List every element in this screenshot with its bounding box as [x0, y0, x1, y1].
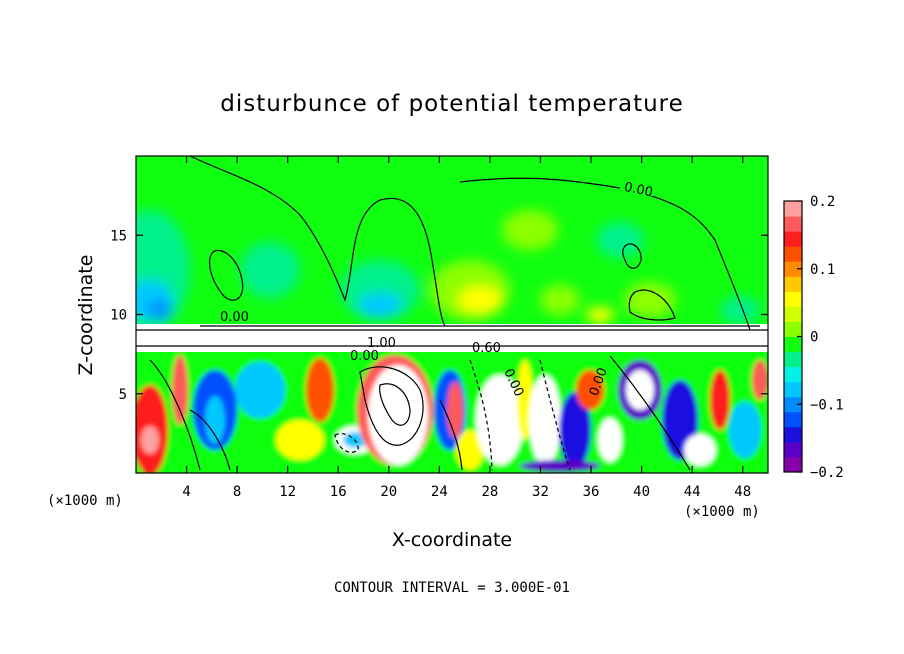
x-tick-label: 40	[633, 484, 650, 500]
y-tick-label: 5	[119, 387, 127, 403]
x-axis-unit-left: (×1000 m)	[47, 493, 123, 509]
x-axis-label: X-coordinate	[392, 529, 512, 551]
colorbar-swatch	[784, 201, 802, 217]
y-axis-ticks: 5 10 15	[110, 228, 768, 403]
x-axis-ticks: 4 8 12 16 20 24 28 32 36 40 44 48	[182, 156, 751, 500]
x-tick-label: 20	[380, 484, 397, 500]
colorbar-swatch	[784, 276, 802, 292]
x-tick-label: 44	[684, 484, 701, 500]
contour-label: 0.60	[472, 341, 501, 356]
colorbar-swatch	[784, 306, 802, 322]
contour-label: 1.00	[367, 336, 396, 351]
colorbar-swatch	[784, 426, 802, 443]
contour-interval-note: CONTOUR INTERVAL = 3.000E-01	[334, 580, 570, 596]
colorbar-swatch	[784, 291, 802, 307]
colorbar-tick-label: 0.2	[810, 194, 835, 210]
colorbar-swatch	[784, 381, 802, 398]
colorbar-ticks: 0.2 0.1 0 −0.1 −0.2	[797, 194, 844, 481]
x-tick-label: 36	[583, 484, 600, 500]
colorbar-swatch	[784, 366, 802, 383]
x-tick-label: 16	[330, 484, 347, 500]
x-axis-unit-right: (×1000 m)	[684, 504, 760, 520]
colorbar-tick-label: −0.2	[810, 465, 844, 481]
y-tick-label: 15	[110, 228, 127, 244]
colorbar-swatch	[784, 411, 802, 428]
contour-label: 0.00	[220, 310, 249, 325]
colorbar-swatch	[784, 321, 802, 337]
x-tick-label: 12	[279, 484, 296, 500]
colorbar-swatch	[784, 351, 802, 368]
colorbar-tick-label: −0.1	[810, 397, 844, 413]
colorbar-tick-label: 0.1	[810, 262, 835, 278]
colorbar-swatch	[784, 456, 802, 473]
colorbar-swatch	[784, 231, 802, 247]
colorbar-swatch	[784, 396, 802, 413]
colorbar-tick-label: 0	[810, 330, 818, 346]
y-axis-label: Z-coordinate	[75, 255, 97, 376]
x-tick-label: 28	[481, 484, 498, 500]
contour-label: 0.00	[623, 180, 654, 201]
chart-title: disturbunce of potential temperature	[220, 91, 684, 117]
colorbar-swatch	[784, 216, 802, 232]
colorbar-swatch	[784, 441, 802, 458]
x-tick-label: 8	[233, 484, 241, 500]
x-tick-label: 48	[734, 484, 751, 500]
colorbar-swatch	[784, 246, 802, 262]
colorbar-swatch	[784, 261, 802, 277]
x-tick-label: 4	[182, 484, 190, 500]
y-tick-label: 10	[110, 308, 127, 324]
x-tick-label: 24	[431, 484, 448, 500]
colorbar-swatch	[784, 336, 802, 353]
plot-area: 0.00 0.00 1.00 0.60 0.00 0.00 0.00	[136, 156, 768, 473]
colorbar	[783, 200, 803, 473]
contour-label: 0.00	[350, 349, 379, 364]
x-tick-label: 32	[532, 484, 549, 500]
